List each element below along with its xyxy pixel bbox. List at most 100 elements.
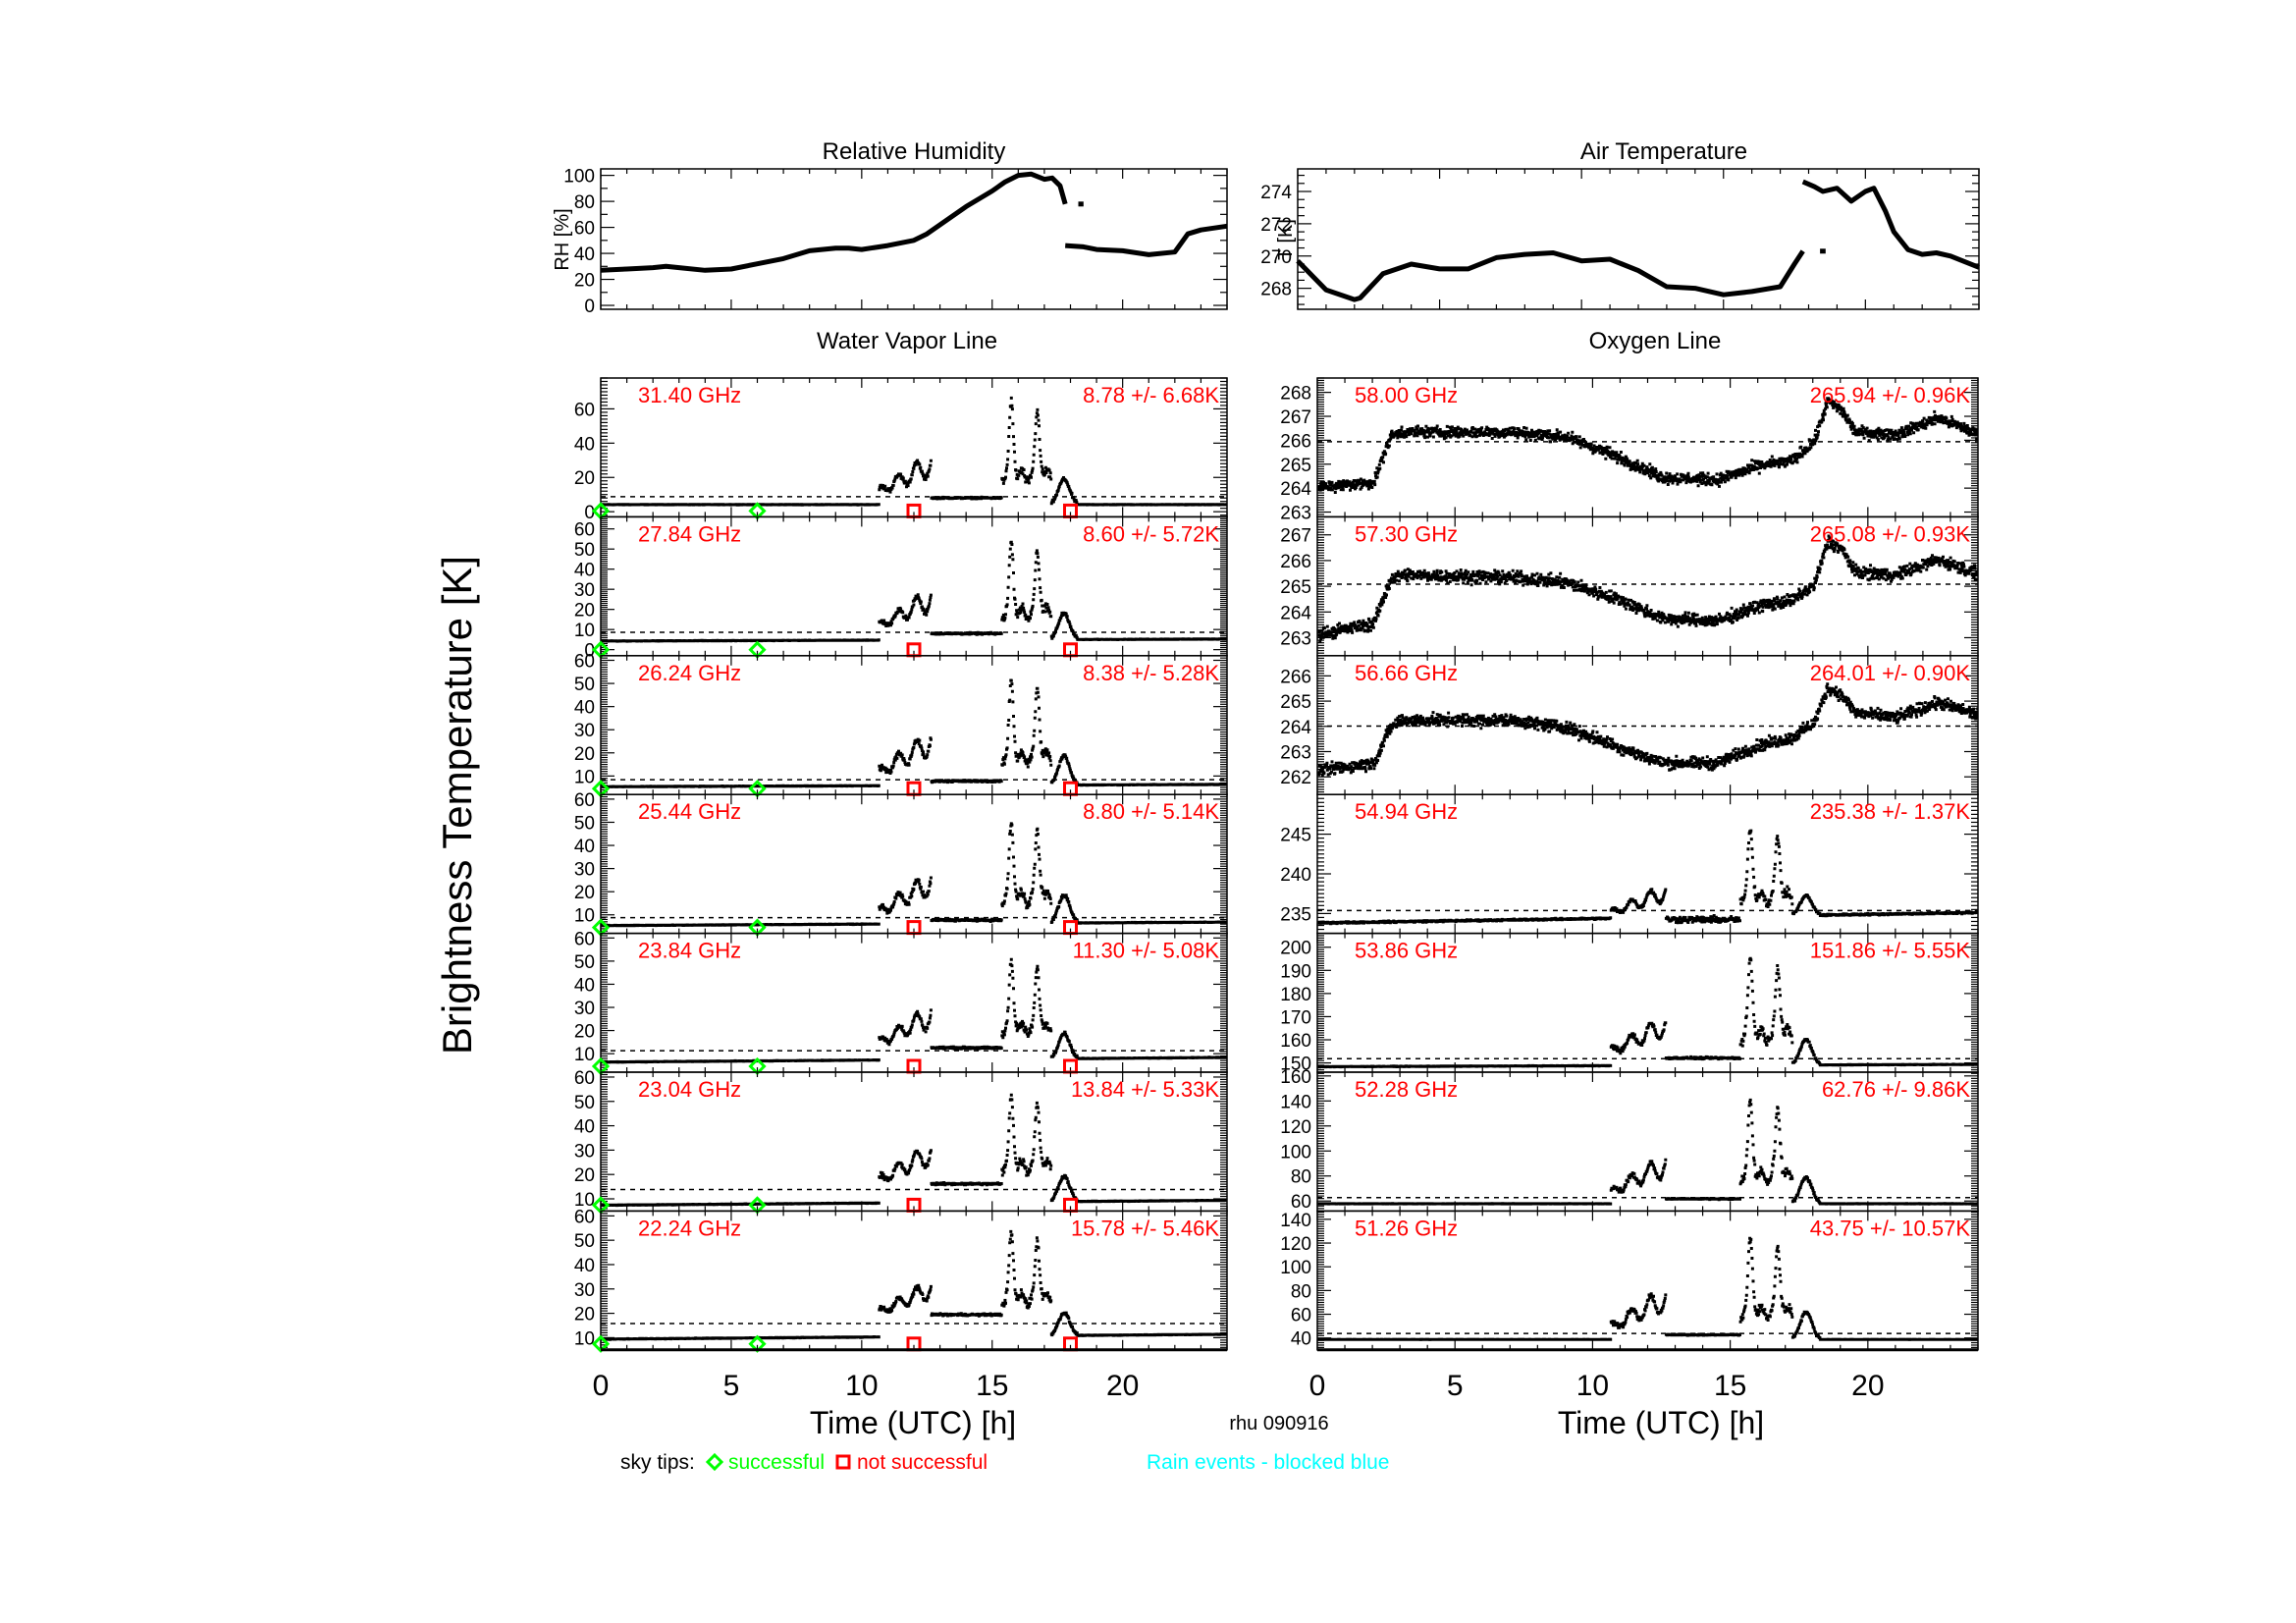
x-tick-label: 0: [593, 1370, 610, 1402]
y-tick-label: 80: [574, 192, 595, 213]
data-scatter: [1317, 1236, 1978, 1341]
y-tick-label: 50: [574, 1093, 595, 1113]
y-tick-label: 150: [1280, 1055, 1311, 1075]
brightness-temperature-ylabel: Brightness Temperature [K]: [434, 556, 480, 1055]
airtemp-ylabel: T [K]: [1275, 219, 1297, 260]
rh-line-segment: [1065, 223, 1228, 257]
y-tick-label: 20: [574, 271, 595, 292]
airtemp-line-segment: [1801, 179, 1980, 270]
data-points: [601, 822, 1227, 928]
legend: sky tips: successful not successful Rain…: [620, 1451, 1389, 1474]
x-tick-label: 15: [1714, 1370, 1746, 1402]
y-tick-label: 10: [574, 767, 595, 787]
y-tick-label: 50: [574, 540, 595, 561]
y-tick-label: 265: [1280, 577, 1311, 598]
data-scatter: [601, 396, 1227, 507]
y-tick-label: 20: [574, 1165, 595, 1186]
y-tick-label: 274: [1260, 183, 1292, 203]
y-tick-label: 140: [1280, 1211, 1311, 1231]
y-tick-label: 170: [1280, 1007, 1311, 1028]
data-scatter: [601, 678, 1227, 788]
frequency-label: 26.24 GHz: [638, 661, 741, 685]
legend-rain: Rain events - blocked blue: [1147, 1451, 1389, 1474]
y-tick-label: 160: [1280, 1067, 1311, 1088]
data-points: [1317, 829, 1978, 926]
oxygen-panel: 262 263 264 265 266 56.66 GHz 264.01 +/- 0.90K: [1280, 655, 1979, 795]
data-scatter: [1317, 682, 1978, 778]
x-tick-label: 5: [1447, 1370, 1464, 1402]
y-tick-label: 0: [584, 503, 595, 523]
x-tick-label: 10: [1576, 1370, 1609, 1402]
y-tick-label: 10: [574, 1328, 595, 1349]
rh-line: [600, 171, 1068, 273]
data-scatter: [1317, 956, 1978, 1069]
oxygen-panel: 263 264 265 266 267 57.30 GHz 265.08 +/- 0.93K: [1280, 515, 1979, 657]
oxygen-panel: 40 60 80 100 120 140 51.26 GHz 43.75 +/- 10.57K: [1280, 1210, 1979, 1351]
y-tick-label: 60: [574, 652, 595, 673]
x-tick-label: 5: [723, 1370, 740, 1402]
y-tick-label: 262: [1280, 768, 1311, 788]
y-tick-label: 10: [574, 621, 595, 641]
sky-tip-successful-marker: [748, 640, 767, 659]
legend-not-successful: not successful: [857, 1451, 988, 1474]
y-tick-label: 267: [1280, 407, 1311, 428]
frequency-label: 56.66 GHz: [1355, 661, 1458, 685]
y-tick-label: 40: [574, 837, 595, 857]
sky-tip-successful-marker: [748, 918, 767, 937]
not-successful-square-icon: [835, 1454, 851, 1470]
frequency-label: 52.28 GHz: [1355, 1077, 1458, 1102]
x-tick-label: 20: [1106, 1370, 1139, 1402]
y-tick-label: 264: [1280, 603, 1311, 623]
y-tick-label: 270: [1260, 247, 1292, 268]
y-tick-label: 60: [574, 1068, 595, 1089]
x-tick-label: 10: [845, 1370, 878, 1402]
mean-std-label: 265.94 +/- 0.96K: [1810, 383, 1971, 407]
data-points: [1317, 397, 1978, 494]
mean-std-label: 8.60 +/- 5.72K: [1083, 521, 1219, 546]
data-scatter: [1317, 397, 1978, 494]
data-scatter: [601, 822, 1227, 928]
data-points: [601, 396, 1227, 507]
y-tick-label: 120: [1280, 1117, 1311, 1138]
frequency-label: 27.84 GHz: [638, 521, 741, 546]
mean-std-label: 62.76 +/- 9.86K: [1822, 1077, 1970, 1102]
oxygen-xlabel: Time (UTC) [h]: [1558, 1405, 1764, 1440]
y-tick-label: 266: [1280, 667, 1311, 687]
frequency-label: 58.00 GHz: [1355, 383, 1458, 407]
y-tick-label: 266: [1280, 552, 1311, 572]
y-tick-label: 190: [1280, 961, 1311, 982]
y-tick-label: 180: [1280, 985, 1311, 1005]
y-tick-label: 0: [584, 297, 595, 317]
frequency-label: 23.84 GHz: [638, 939, 741, 963]
frequency-label: 25.44 GHz: [638, 799, 741, 824]
y-tick-label: 160: [1280, 1031, 1311, 1052]
data-points: [1317, 1098, 1978, 1206]
y-tick-label: 263: [1280, 504, 1311, 524]
y-tick-label: 80: [1291, 1281, 1311, 1302]
airtemp-line: [1296, 249, 1805, 302]
x-tick-label: 20: [1851, 1370, 1884, 1402]
y-tick-label: 100: [1280, 1258, 1311, 1278]
y-tick-label: 30: [574, 1280, 595, 1301]
y-tick-label: 60: [574, 219, 595, 240]
y-tick-label: 268: [1280, 384, 1311, 405]
data-points: [601, 540, 1227, 643]
data-scatter: [601, 540, 1227, 643]
y-tick-label: 40: [574, 698, 595, 719]
frequency-label: 23.04 GHz: [638, 1077, 741, 1102]
airtemp-panel: 268 270 272 274: [1260, 168, 1980, 310]
y-tick-label: 235: [1280, 904, 1311, 925]
y-tick-label: 264: [1280, 479, 1311, 500]
mean-std-label: 8.38 +/- 5.28K: [1083, 661, 1219, 685]
rh-panel: 0 20 40 60 80 100: [563, 167, 1228, 317]
water-vapor-panel: 0 20 40 60 31.40 GHz 8.78 +/- 6.68K: [574, 377, 1228, 523]
y-tick-label: 30: [574, 999, 595, 1019]
y-tick-label: 60: [574, 929, 595, 949]
y-tick-label: 30: [574, 860, 595, 881]
y-tick-label: 30: [574, 721, 595, 741]
